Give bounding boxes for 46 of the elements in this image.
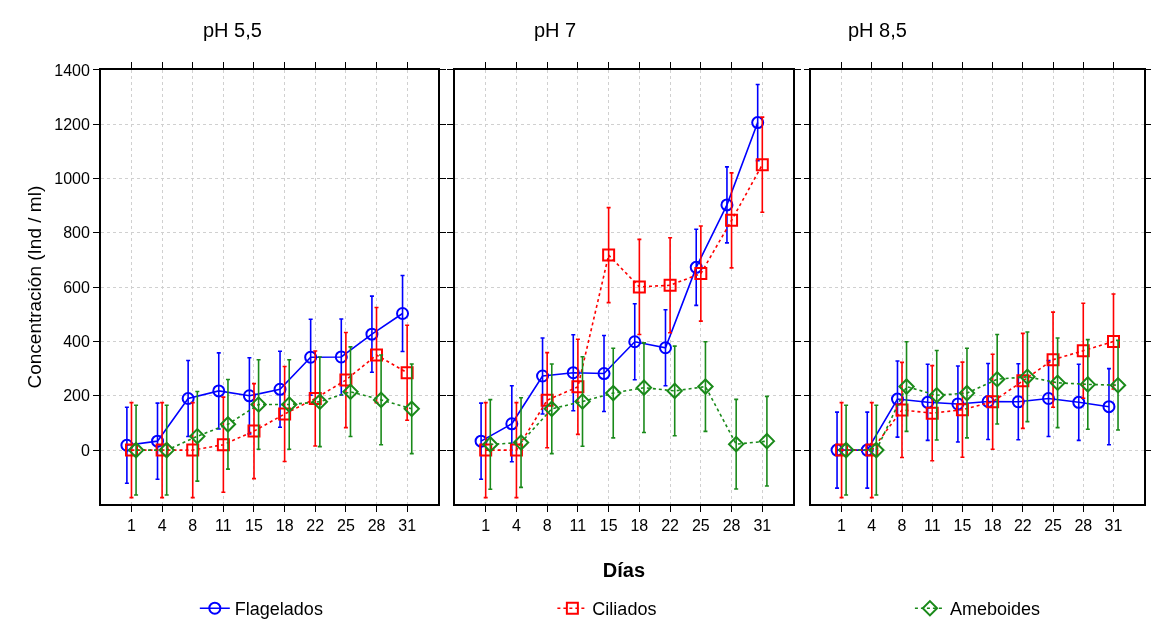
legend-label: Ameboides bbox=[949, 599, 1040, 620]
x-tick-label: 22 bbox=[661, 517, 680, 535]
x-tick-label: 4 bbox=[511, 517, 521, 535]
x-tick-label: 31 bbox=[753, 517, 772, 535]
y-tick-label: 400 bbox=[63, 333, 90, 351]
x-tick-label: 18 bbox=[275, 517, 294, 535]
x-tick-label: 18 bbox=[983, 517, 1002, 535]
x-tick-label: 4 bbox=[157, 517, 167, 535]
chart-title: pH 8,5 bbox=[848, 19, 907, 41]
x-tick-label: 31 bbox=[1104, 517, 1123, 535]
x-tick-label: 15 bbox=[953, 517, 972, 535]
x-tick-label: 22 bbox=[1013, 517, 1032, 535]
x-tick-label: 25 bbox=[336, 517, 355, 535]
legend-label: Ciliados bbox=[592, 599, 657, 620]
x-tick-label: 1 bbox=[481, 517, 491, 535]
y-tick-label: 800 bbox=[63, 224, 90, 242]
chart-title: pH 5,5 bbox=[203, 19, 262, 41]
x-tick-label: 31 bbox=[398, 517, 417, 535]
x-tick-label: 15 bbox=[245, 517, 263, 535]
legend-label: Flagelados bbox=[234, 599, 323, 620]
chart-title: pH 7 bbox=[534, 19, 577, 41]
x-tick-label: 11 bbox=[215, 517, 232, 535]
x-tick-label: 25 bbox=[691, 517, 710, 535]
x-tick-label: 8 bbox=[542, 517, 552, 535]
y-tick-label: 1000 bbox=[54, 170, 90, 188]
y-tick-label: 200 bbox=[63, 387, 90, 405]
x-tick-label: 1 bbox=[127, 517, 137, 535]
x-tick-label: 18 bbox=[630, 517, 649, 535]
y-tick-label: 1400 bbox=[54, 61, 90, 79]
x-tick-label: 11 bbox=[569, 517, 587, 535]
x-tick-label: 1 bbox=[837, 517, 847, 535]
x-tick-label: 28 bbox=[1074, 517, 1093, 535]
y-tick-label: 1200 bbox=[54, 115, 90, 133]
x-tick-label: 28 bbox=[722, 517, 741, 535]
y-axis-title: Concentración (Ind / ml) bbox=[23, 185, 45, 389]
x-tick-label: 8 bbox=[897, 517, 907, 535]
y-tick-label: 600 bbox=[63, 278, 90, 296]
x-tick-label: 8 bbox=[188, 517, 198, 535]
y-tick-label: 0 bbox=[80, 441, 90, 459]
x-tick-label: 22 bbox=[306, 517, 325, 535]
x-axis-title: Días bbox=[602, 559, 646, 582]
x-tick-label: 15 bbox=[599, 517, 618, 535]
x-tick-label: 28 bbox=[367, 517, 386, 535]
x-tick-label: 25 bbox=[1044, 517, 1063, 535]
x-tick-label: 11 bbox=[923, 517, 941, 535]
x-tick-label: 4 bbox=[867, 517, 877, 535]
